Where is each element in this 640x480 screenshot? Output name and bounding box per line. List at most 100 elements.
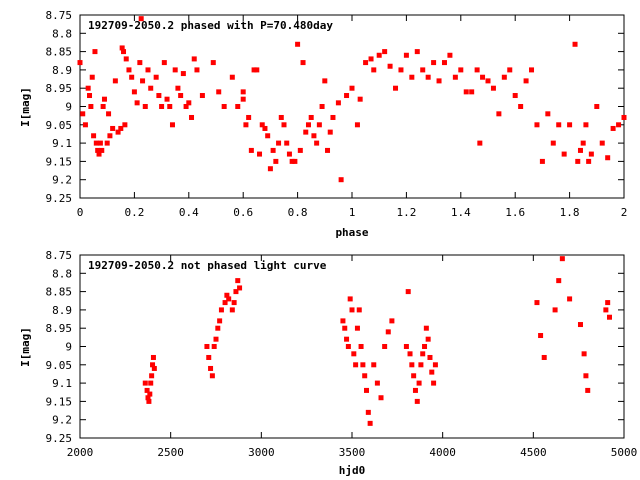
data-point bbox=[88, 104, 94, 109]
data-point bbox=[385, 329, 391, 335]
data-point bbox=[512, 93, 518, 99]
x-axis-label: phase bbox=[335, 226, 368, 239]
data-point bbox=[97, 140, 103, 146]
data-point bbox=[427, 354, 433, 360]
data-point bbox=[441, 60, 447, 66]
data-point bbox=[389, 318, 395, 324]
data-point bbox=[594, 104, 600, 109]
y-tick-label: 9.25 bbox=[46, 432, 73, 445]
data-point bbox=[358, 344, 364, 349]
data-point bbox=[224, 292, 230, 298]
data-point bbox=[77, 60, 83, 66]
x-tick-labels: 0 0.2 0.4 0.6 0.8 1 1.2 1.4 1.6 1.8 2 bbox=[77, 206, 628, 219]
data-point bbox=[447, 52, 453, 58]
data-point bbox=[89, 74, 95, 80]
data-point bbox=[605, 300, 611, 306]
data-point bbox=[240, 96, 246, 102]
data-point bbox=[164, 96, 170, 102]
data-point bbox=[490, 85, 496, 91]
data-point bbox=[216, 89, 222, 95]
x-tick-label: 0.6 bbox=[233, 206, 253, 219]
data-point bbox=[583, 122, 589, 128]
x-axis-label: hjd0 bbox=[339, 464, 366, 477]
data-point bbox=[534, 122, 540, 128]
data-point bbox=[140, 78, 146, 84]
y-tick-label: 9.2 bbox=[52, 414, 72, 427]
data-point bbox=[349, 85, 355, 91]
data-point bbox=[588, 151, 594, 157]
data-point bbox=[605, 155, 611, 161]
y-tick-label: 8.85 bbox=[46, 286, 73, 299]
data-point bbox=[349, 307, 355, 313]
x-tick-label: 1.2 bbox=[396, 206, 416, 219]
data-point bbox=[376, 52, 382, 58]
data-point bbox=[311, 133, 317, 139]
data-point bbox=[351, 351, 357, 357]
y-tick-label: 9.05 bbox=[46, 359, 73, 372]
data-point bbox=[538, 333, 544, 339]
data-point bbox=[259, 122, 265, 128]
data-point bbox=[577, 147, 583, 153]
data-point bbox=[314, 140, 320, 146]
data-point bbox=[172, 67, 178, 73]
data-point bbox=[145, 67, 151, 73]
data-point bbox=[345, 344, 351, 349]
x-tick-label: 2 bbox=[621, 206, 628, 219]
data-point bbox=[422, 344, 428, 349]
data-point bbox=[122, 122, 128, 128]
data-point bbox=[556, 122, 562, 128]
data-point bbox=[405, 289, 411, 295]
data-point bbox=[151, 365, 157, 371]
data-point bbox=[206, 354, 212, 360]
data-point bbox=[518, 104, 524, 109]
data-point bbox=[186, 100, 192, 106]
data-point bbox=[575, 158, 581, 164]
data-point bbox=[115, 129, 121, 135]
data-point bbox=[91, 133, 97, 139]
x-tick-label: 0.2 bbox=[124, 206, 144, 219]
data-point bbox=[363, 60, 369, 66]
data-point bbox=[356, 307, 362, 313]
data-point bbox=[286, 151, 292, 157]
data-point bbox=[101, 96, 107, 102]
data-point bbox=[191, 56, 197, 62]
x-tick-label: 1.6 bbox=[505, 206, 525, 219]
data-point bbox=[458, 67, 464, 73]
y-axis-label: I[mag] bbox=[19, 87, 32, 127]
data-point bbox=[99, 147, 105, 153]
x-tick-label: 0 bbox=[77, 206, 84, 219]
data-point bbox=[365, 409, 371, 415]
unphased-light-curve-panel: 8.75 8.8 8.85 8.9 8.95 9 9.05 9.1 9.15 9.2 9.25 20… bbox=[19, 249, 637, 477]
y-tick-label: 8.75 bbox=[46, 249, 73, 262]
data-point bbox=[567, 296, 573, 302]
y-tick-label: 9 bbox=[65, 101, 72, 114]
y-tick-label: 8.9 bbox=[52, 64, 72, 77]
data-point bbox=[284, 140, 290, 146]
data-point bbox=[229, 74, 235, 80]
data-point bbox=[270, 147, 276, 153]
data-point bbox=[382, 49, 388, 55]
data-point bbox=[378, 395, 384, 401]
data-point bbox=[142, 380, 148, 386]
data-point bbox=[344, 93, 350, 99]
plot-frame bbox=[79, 254, 625, 439]
data-point bbox=[215, 325, 221, 331]
data-point bbox=[354, 325, 360, 331]
data-point bbox=[142, 104, 148, 109]
data-point bbox=[153, 74, 159, 80]
data-point bbox=[316, 122, 322, 128]
x-tick-label: 2500 bbox=[157, 446, 184, 459]
data-point bbox=[300, 60, 306, 66]
data-point bbox=[308, 114, 314, 120]
y-tick-label: 8.95 bbox=[46, 322, 73, 335]
data-points bbox=[142, 256, 612, 426]
data-point bbox=[292, 158, 298, 164]
data-point bbox=[501, 74, 507, 80]
data-point bbox=[507, 67, 513, 73]
data-point bbox=[156, 93, 162, 99]
data-point bbox=[610, 125, 616, 131]
data-point bbox=[87, 93, 93, 99]
data-point bbox=[357, 96, 363, 102]
data-point bbox=[107, 133, 113, 139]
data-point bbox=[278, 114, 284, 120]
